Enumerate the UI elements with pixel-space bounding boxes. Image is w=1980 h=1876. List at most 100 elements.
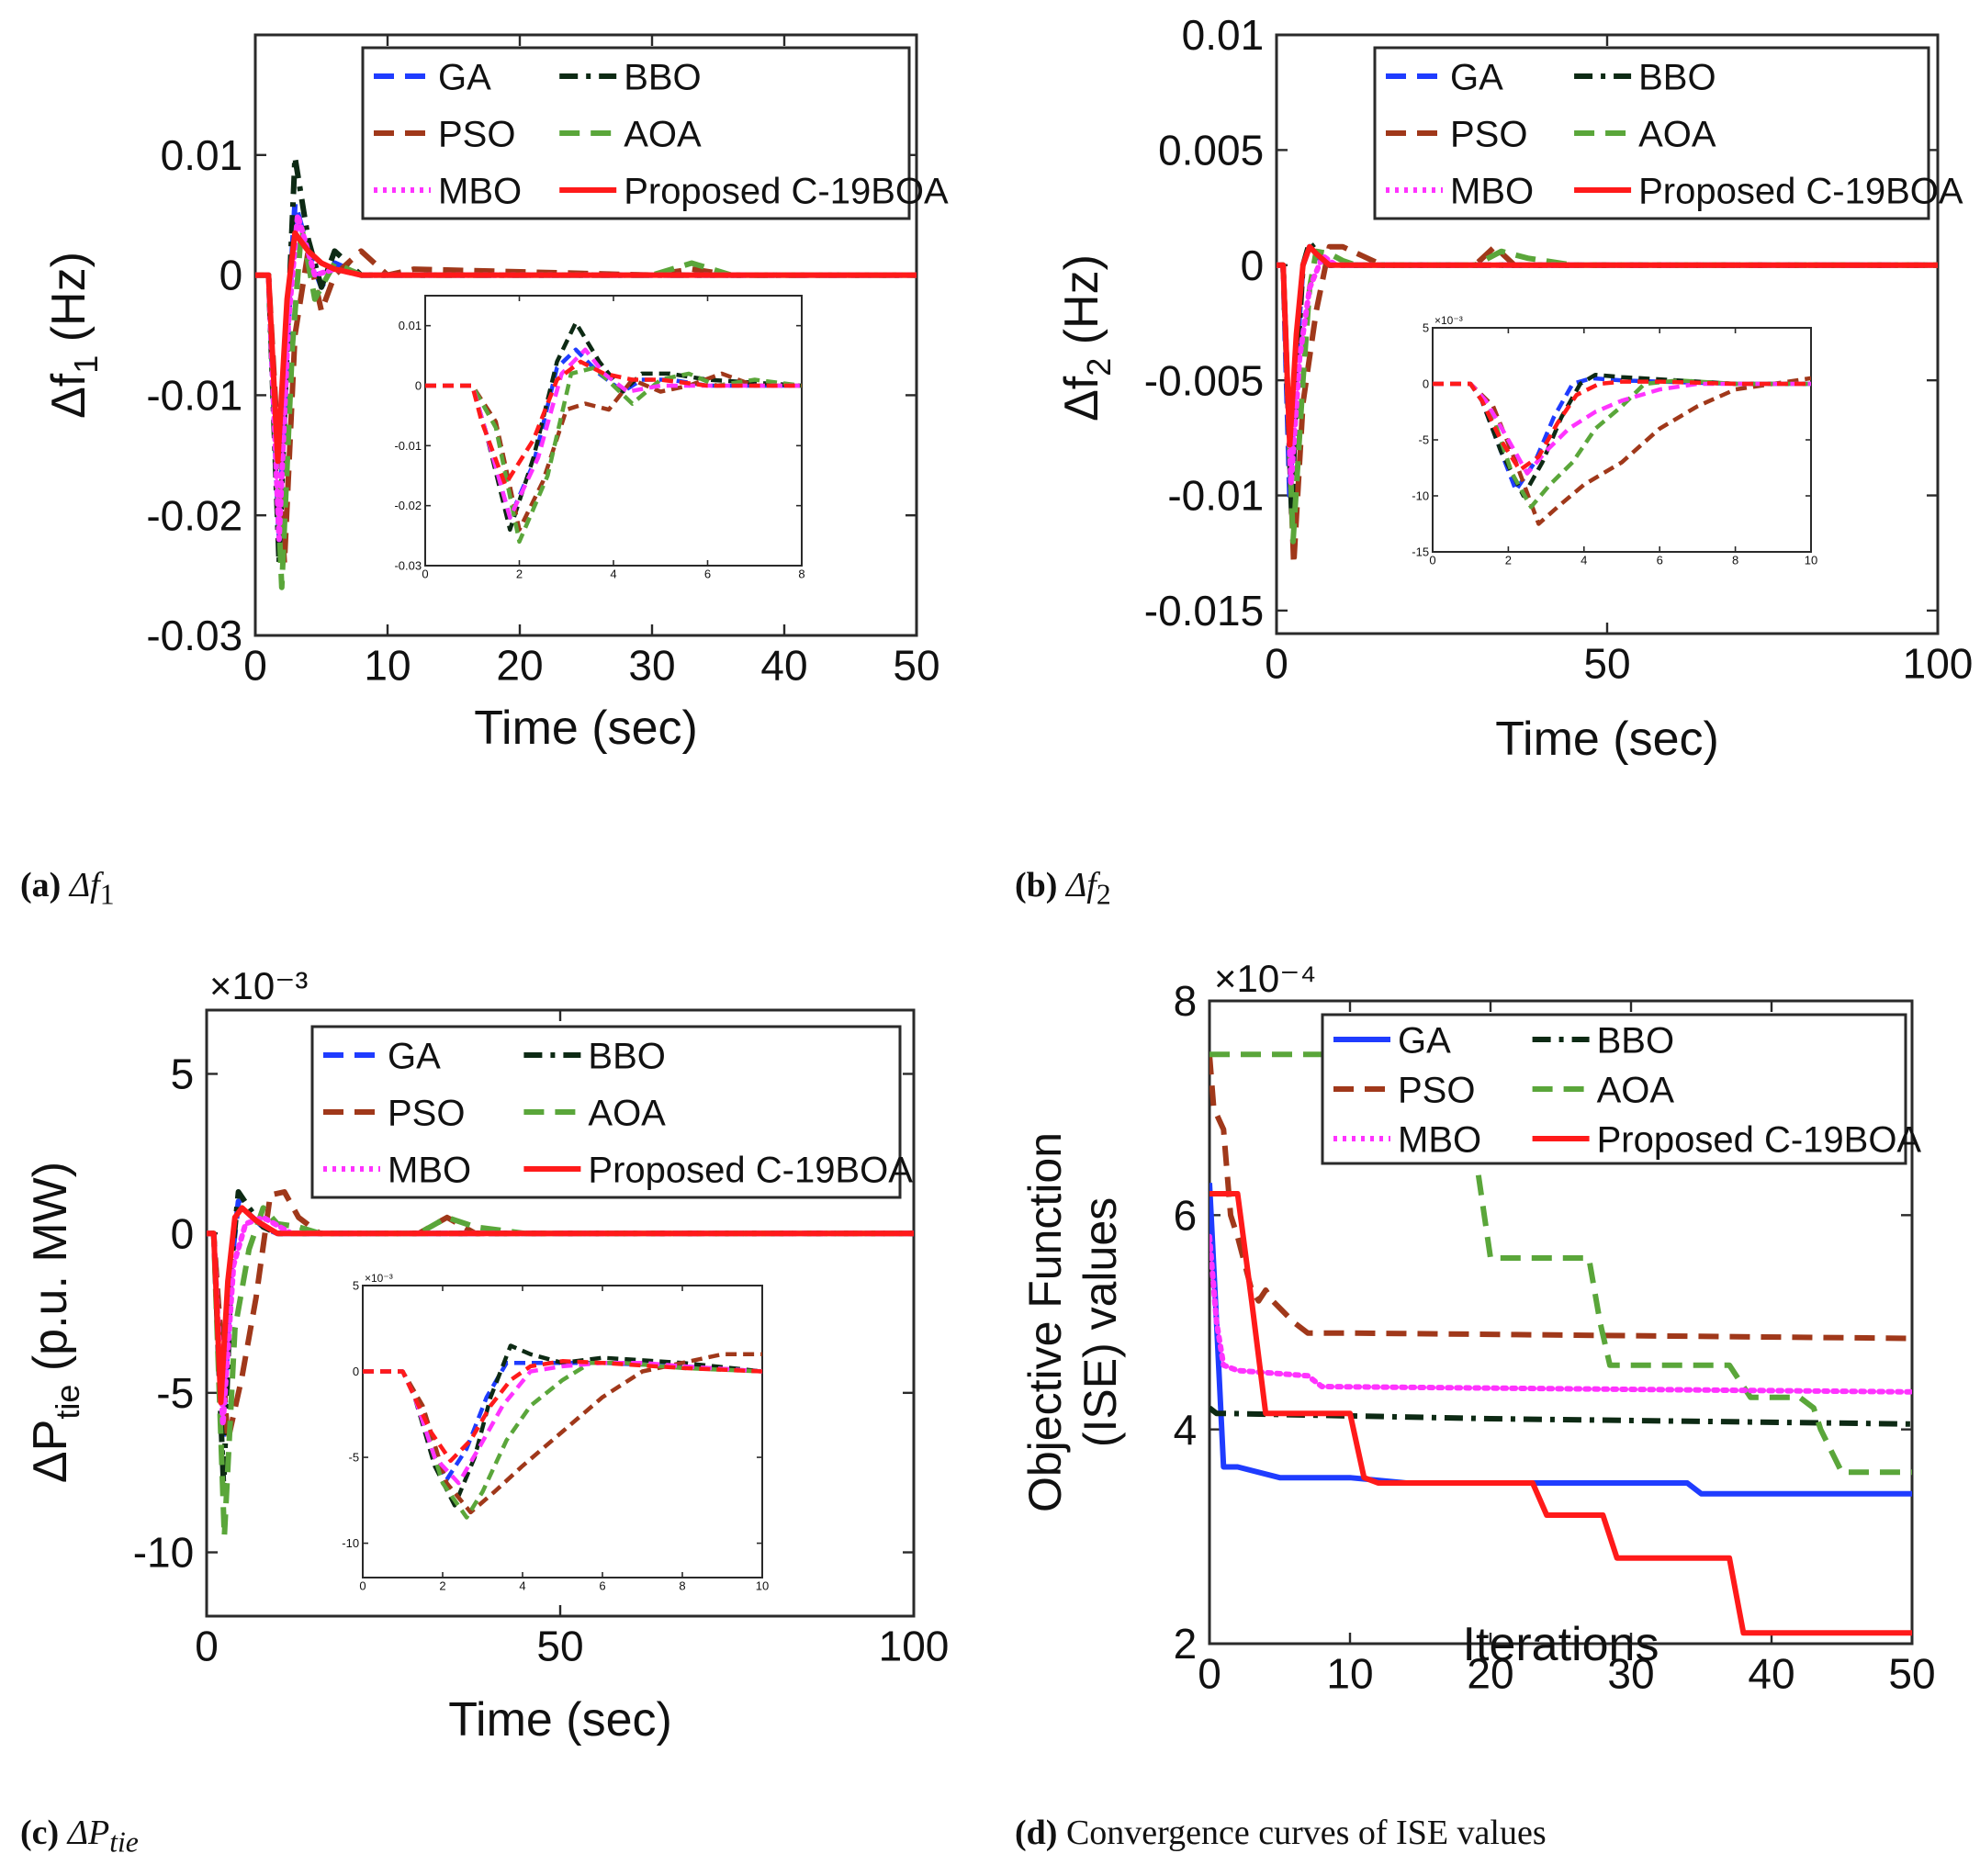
y-tick-label: -0.03 — [146, 612, 242, 659]
legend-label-aoa: AOA — [1638, 114, 1716, 154]
y-tick-label: 5 — [171, 1050, 195, 1098]
series-aoa — [207, 1205, 914, 1540]
inset-series-aoa — [425, 365, 802, 545]
series-pso — [255, 248, 917, 567]
x-tick-label: 10 — [1326, 1649, 1373, 1697]
legend-label-pso: PSO — [1450, 114, 1527, 154]
series-proposed-c-19boa — [1277, 243, 1938, 448]
inset-y-tick-label: -0.02 — [394, 499, 422, 512]
y-tick-label: -0.02 — [146, 491, 242, 539]
y-tick-label: 0 — [171, 1209, 195, 1257]
inset-multiplier-label: ×10⁻³ — [365, 1272, 393, 1285]
inset-y-tick-label: 0 — [415, 379, 422, 393]
inset-x-tick-label: 4 — [610, 567, 616, 581]
y-tick-label: 6 — [1174, 1191, 1198, 1239]
y-axis-label-unit: (Hz) — [42, 252, 96, 355]
inset-y-tick-label: -5 — [349, 1451, 360, 1465]
x-tick-label: 0 — [1265, 639, 1288, 687]
x-tick-label: 40 — [1748, 1649, 1794, 1697]
inset-series-proposed-c-19boa — [363, 1359, 762, 1464]
legend-label-pso: PSO — [438, 114, 515, 154]
y-tick-label: 2 — [1174, 1620, 1198, 1668]
x-tick-label: 50 — [536, 1622, 583, 1669]
y-axis-label: Δf2 (Hz) — [1055, 254, 1118, 421]
legend-label-bbo: BBO — [1638, 57, 1716, 97]
series-bbo — [1209, 1405, 1912, 1427]
inset-series-bbo — [363, 1343, 762, 1508]
x-axis-label: Iterations — [1463, 1618, 1659, 1671]
y-tick-label: 0.005 — [1158, 126, 1264, 174]
series-aoa — [1277, 248, 1938, 545]
legend-label-ga: GA — [1450, 57, 1503, 97]
legend-label-bbo: BBO — [1597, 1020, 1674, 1061]
y-tick-label: -10 — [133, 1529, 194, 1577]
legend-box — [310, 1025, 902, 1199]
inset-x-tick-label: 8 — [679, 1579, 685, 1593]
y-tick-label: -0.01 — [146, 372, 242, 420]
inset-y-tick-label: 5 — [353, 1279, 359, 1293]
chart-ise-convergence: 0 10 20 30 40 50 2 4 6 8 Iterations Objective Funct… — [1019, 957, 1936, 1697]
y-axis-label-main: Δf — [42, 373, 96, 419]
legend-label-mbo: MBO — [388, 1150, 471, 1190]
y-tick-label: 0 — [1241, 242, 1265, 289]
y-tick-label: 8 — [1174, 977, 1198, 1025]
caption-a: (a) Δf1 — [20, 866, 115, 911]
x-tick-label: 30 — [1607, 1649, 1654, 1697]
y-tick-label: 0 — [219, 252, 243, 299]
caption-b: (b) Δf2 — [1015, 866, 1111, 911]
legend-label-proposed-c-19boa: Proposed C-19BOA — [624, 171, 949, 211]
inset-y-tick-label: 0.01 — [399, 319, 422, 332]
x-tick-label: 100 — [1903, 639, 1974, 687]
caption-c: (c) ΔPtie — [20, 1814, 139, 1859]
inset-x-tick-label: 10 — [756, 1579, 769, 1593]
x-tick-label: 50 — [1888, 1649, 1935, 1697]
inset-y-tick-label: -10 — [1412, 489, 1429, 503]
legend-label-proposed-c-19boa: Proposed C-19BOA — [1597, 1119, 1922, 1160]
inset-plot: 0 2 4 6 8 10 -15 -10 -5 0 5 ×10⁻³ — [1412, 314, 1817, 567]
inset-y-tick-label: -10 — [342, 1536, 359, 1550]
inset-y-tick-label: -5 — [1419, 433, 1430, 447]
legend-box — [361, 46, 911, 220]
y-axis-label-main: Δf — [1055, 376, 1108, 421]
series-mbo — [1209, 1233, 1912, 1395]
x-tick-label: 30 — [628, 641, 675, 689]
y-axis-label-sub: 1 — [67, 355, 105, 374]
y-axis-label-sub: tie — [49, 1385, 86, 1420]
inset-x-tick-label: 2 — [516, 567, 523, 581]
inset-x-tick-label: 0 — [422, 567, 428, 581]
inset-x-tick-label: 10 — [1805, 554, 1817, 567]
y-tick-label: -0.005 — [1144, 356, 1264, 404]
inset-series-proposed-c-19boa — [425, 359, 802, 488]
y-tick-label: 4 — [1174, 1406, 1198, 1454]
inset-multiplier-label: ×10⁻³ — [1434, 314, 1463, 327]
x-tick-label: 50 — [1583, 639, 1630, 687]
y-axis-label-main: ΔP — [24, 1420, 77, 1483]
x-axis-label: Time (sec) — [1495, 713, 1719, 766]
inset-plot: 0 2 4 6 8 -0.03 -0.02 -0.01 0 0.01 — [394, 295, 805, 581]
inset-plot: 0 2 4 6 8 10 -10 -5 0 5 ×10⁻³ — [342, 1272, 769, 1593]
inset-plot-frame — [424, 295, 803, 567]
y-tick-label: 0.01 — [161, 131, 243, 179]
x-tick-label: 40 — [760, 641, 807, 689]
y-axis-label: Δf1 (Hz) — [42, 252, 105, 419]
legend-label-mbo: MBO — [1398, 1119, 1481, 1160]
series-pso — [1209, 1054, 1912, 1342]
legend-label-ga: GA — [438, 57, 491, 97]
y-axis-label-unit: (p.u. MW) — [24, 1162, 77, 1385]
legend-label-mbo: MBO — [1450, 171, 1534, 211]
y-tick-label: -0.01 — [1167, 472, 1264, 520]
inset-y-tick-label: 0 — [1423, 377, 1429, 391]
x-tick-label: 20 — [1467, 1649, 1513, 1697]
y-axis-label-line2: (ISE) values — [1074, 1197, 1126, 1447]
series-pso — [1277, 243, 1938, 567]
legend-label-bbo: BBO — [624, 57, 701, 97]
y-axis-label-line1: Objective Function — [1019, 1132, 1071, 1512]
y-axis-label-unit: (Hz) — [1055, 254, 1108, 358]
series-ga — [1209, 1183, 1912, 1497]
legend-label-pso: PSO — [1398, 1070, 1475, 1110]
legend-box — [1373, 46, 1930, 220]
legend-label-bbo: BBO — [588, 1036, 665, 1076]
y-multiplier-label: ×10⁻⁴ — [1214, 957, 1316, 1000]
